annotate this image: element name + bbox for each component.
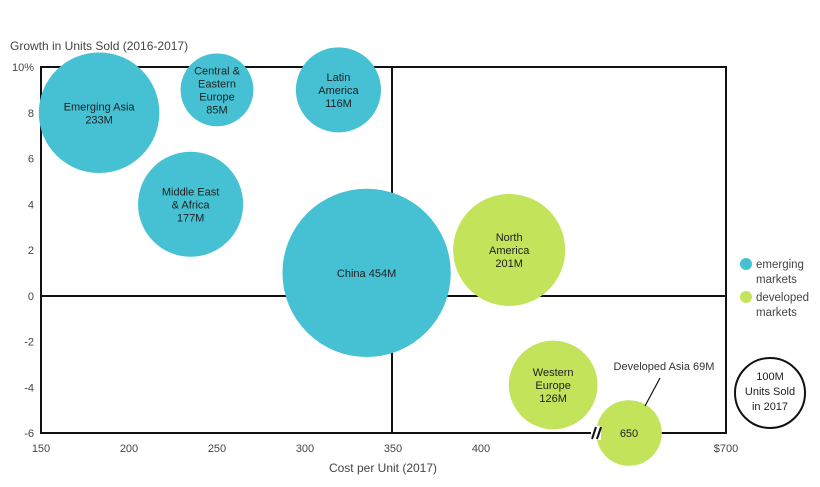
bubble-central-and-eastern-europe-label: 85M	[206, 104, 227, 116]
plot-frame	[40, 66, 727, 434]
x-axis-title: Cost per Unit (2017)	[329, 461, 437, 475]
size-key-line-1: 100M	[756, 371, 784, 383]
y-tick-label-minus-4: -4	[24, 382, 34, 394]
bubble-developed-asia: 650	[596, 400, 662, 466]
bubble-western-europe-label: Western	[533, 367, 574, 379]
y-tick-label-minus-2: -2	[24, 337, 34, 349]
developed-asia-annotation: Developed Asia 69M	[614, 361, 715, 373]
bubble-latin-america-circle	[295, 47, 381, 133]
bubble-middle-east-and-africa-circle	[138, 151, 244, 257]
y-tick-label-6: 6	[28, 154, 34, 166]
bubble-middle-east-and-africa-label: 177M	[177, 212, 205, 224]
x-tick-label-300: 300	[296, 443, 314, 455]
bubble-developed-asia-label: 650	[620, 428, 638, 440]
bubble-central-and-eastern-europe-label: Europe	[199, 91, 234, 103]
bubble-north-america-label: America	[489, 245, 530, 257]
y-tick-label-10: 10%	[12, 62, 34, 74]
size-key: 100M Units Sold in 2017	[734, 357, 806, 429]
bubble-north-america-label: North	[496, 232, 523, 244]
y-tick-label-8: 8	[28, 108, 34, 120]
bubble-developed-asia-circle	[596, 400, 662, 466]
y-tick-label-0: 0	[28, 291, 34, 303]
bubble-western-europe-label: 126M	[539, 393, 567, 405]
developed-asia-leader-line	[644, 377, 661, 407]
legend-developed-label-2: markets	[756, 307, 797, 319]
x-tick-label-200: 200	[120, 443, 138, 455]
bubble-central-and-eastern-europe-circle	[180, 53, 254, 127]
y-axis-title: Growth in Units Sold (2016-2017)	[10, 39, 188, 53]
y-tick-label-minus-6: -6	[24, 428, 34, 440]
bubble-latin-america-label: 116M	[325, 98, 352, 110]
y-tick-label-2: 2	[28, 245, 34, 257]
bubble-china-label: China 454M	[337, 268, 396, 280]
bubble-middle-east-and-africa-label: Middle East	[162, 186, 219, 198]
bubble-middle-east-and-africa-label: & Africa	[172, 199, 211, 211]
bubble-emerging-asia-label: 233M	[85, 114, 113, 126]
x-tick-label-350: 350	[384, 443, 402, 455]
legend-developed-swatch	[740, 291, 752, 303]
legend-developed-label-1: developed	[756, 292, 809, 304]
y-tick-label-4: 4	[28, 199, 34, 211]
bubble-western-europe-circle	[508, 340, 598, 430]
x-tick-label-700: $700	[714, 443, 738, 455]
size-key-line-2: Units Sold	[745, 386, 795, 398]
bubble-emerging-asia-circle	[38, 52, 160, 174]
bubble-emerging-asia-label: Emerging Asia	[64, 101, 136, 113]
bubble-western-europe-label: Europe	[535, 380, 570, 392]
size-key-circle	[734, 357, 806, 429]
size-key-line-3: in 2017	[752, 401, 788, 413]
bubble-central-and-eastern-europe-label: Eastern	[198, 78, 236, 90]
bubble-china-circle	[282, 188, 451, 358]
bubble-central-and-eastern-europe-label: Central &	[194, 65, 241, 77]
bubble-china: China 454M	[282, 188, 451, 358]
x-tick-label-250: 250	[208, 443, 226, 455]
x-tick-label-150: 150	[32, 443, 50, 455]
bubble-latin-america-label: America	[318, 85, 359, 97]
bubble-north-america-label: 201M	[495, 258, 523, 270]
x-axis-break	[591, 426, 602, 440]
legend: emerging markets developed markets	[740, 258, 809, 319]
bubble-latin-america-label: Latin	[327, 72, 351, 84]
x-tick-label-400: 400	[472, 443, 490, 455]
legend-emerging-swatch	[740, 258, 752, 270]
legend-emerging-label-2: markets	[756, 274, 797, 286]
legend-emerging-label-1: emerging	[756, 259, 804, 271]
bubble-north-america-circle	[453, 193, 566, 307]
